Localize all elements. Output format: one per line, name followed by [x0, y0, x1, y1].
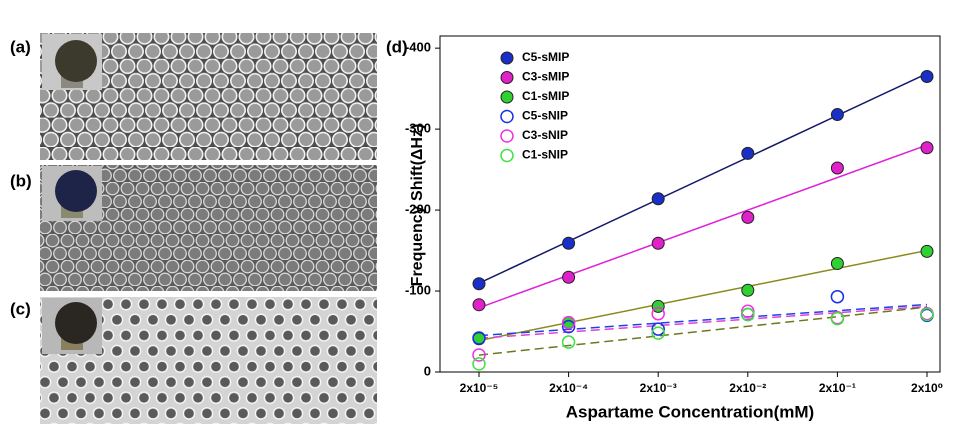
x-tick-label: 2x10⁻³: [640, 381, 677, 395]
y-tick-label: -300: [405, 121, 431, 136]
legend-marker: [500, 51, 514, 65]
point: [651, 299, 665, 313]
legend-label: C3-sMIP: [522, 70, 569, 84]
y-tick-label: -100: [405, 282, 431, 297]
point: [561, 319, 576, 334]
sem-image-c: [40, 297, 377, 424]
point: [741, 210, 755, 224]
fit-line: [478, 303, 928, 337]
point: [562, 270, 576, 284]
legend-label: C1-sMIP: [522, 89, 569, 103]
point: [651, 322, 665, 336]
x-tick-label: 2x10⁰: [911, 381, 943, 395]
point: [741, 307, 755, 322]
point: [830, 108, 844, 122]
legend-box: [495, 46, 607, 167]
legend-marker: [500, 129, 514, 143]
legend-marker: [500, 90, 514, 104]
fit-line: [478, 305, 928, 340]
panel-label: (a): [10, 37, 31, 56]
panel-label: (c): [10, 299, 31, 318]
point: [920, 141, 934, 155]
x-tick-label: 2x10⁻¹: [819, 381, 856, 395]
point: [830, 311, 845, 326]
y-tick-label: 0: [424, 363, 431, 378]
fit-line: [478, 144, 928, 309]
y-axis-label: Frequency Shift(ΔHz): [409, 124, 426, 287]
legend-marker: [500, 109, 514, 124]
point: [920, 307, 934, 322]
point: [472, 348, 486, 362]
x-tick-label: 2x10⁻⁵: [460, 381, 499, 395]
y-tick-label: -200: [405, 202, 431, 217]
point: [651, 236, 665, 250]
point: [830, 161, 844, 175]
point: [920, 244, 934, 258]
x-tick-label: 2x10⁻²: [729, 381, 766, 395]
x-tick-label: 2x10⁻⁴: [549, 381, 588, 395]
legend-label: C5-sNIP: [522, 109, 568, 123]
point: [562, 236, 576, 250]
panel-label: (d): [386, 37, 408, 56]
point: [561, 335, 576, 349]
point: [472, 331, 486, 345]
sem-image-b: [40, 165, 377, 291]
point: [651, 306, 665, 321]
legend-marker: [500, 71, 514, 84]
point: [741, 146, 755, 160]
fit-line: [478, 306, 928, 356]
point: [920, 69, 934, 83]
point: [830, 289, 845, 304]
point: [741, 304, 755, 319]
point: [741, 283, 755, 297]
legend-label: C5-sMIP: [522, 50, 569, 64]
legend-label: C1-sNIP: [522, 148, 568, 162]
point: [651, 192, 665, 206]
legend-marker: [500, 148, 514, 163]
point: [472, 277, 486, 291]
sem-image-a: [40, 33, 377, 160]
point: [472, 357, 486, 371]
fit-line: [478, 249, 928, 342]
x-axis-label: Aspartame Concentration(mM): [566, 402, 814, 421]
fit-line: [478, 72, 928, 284]
point: [651, 326, 665, 340]
panel-label: (b): [10, 171, 32, 190]
point: [561, 315, 576, 330]
point: [830, 257, 844, 271]
plot-frame: [439, 35, 941, 373]
point: [472, 298, 486, 312]
legend-label: C3-sNIP: [522, 128, 568, 142]
y-tick-label: -400: [405, 40, 431, 55]
